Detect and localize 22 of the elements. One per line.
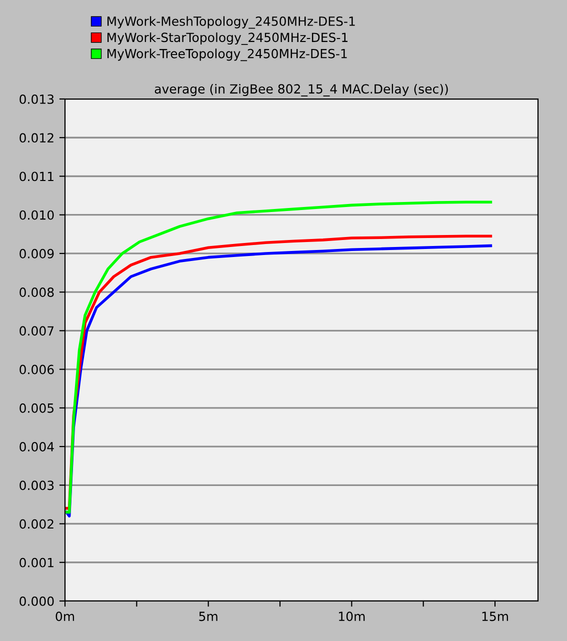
y-tick-label: 0.000 bbox=[20, 596, 54, 606]
y-tick-label: 0.009 bbox=[20, 248, 54, 258]
y-tick-label: 0.003 bbox=[20, 480, 54, 490]
x-tick-label: 15m bbox=[482, 612, 508, 622]
legend-label: MyWork-MeshTopology_2450MHz-DES-1 bbox=[107, 16, 355, 29]
y-tick-label: 0.001 bbox=[20, 558, 54, 568]
y-tick-label: 0.013 bbox=[20, 94, 54, 104]
x-tick-label: 0m bbox=[56, 612, 74, 622]
y-tick-label: 0.004 bbox=[20, 442, 54, 452]
y-tick-label: 0.002 bbox=[20, 519, 54, 529]
y-tick-label: 0.006 bbox=[20, 364, 54, 374]
y-tick-label: 0.008 bbox=[20, 288, 54, 298]
y-tick-label: 0.011 bbox=[20, 172, 54, 182]
y-tick-label: 0.005 bbox=[20, 403, 54, 413]
y-tick-label: 0.010 bbox=[20, 210, 54, 220]
x-tick-label: 10m bbox=[339, 612, 365, 622]
x-tick-label: 5m bbox=[199, 612, 218, 622]
y-tick-label: 0.012 bbox=[20, 133, 54, 143]
y-tick-label: 0.007 bbox=[20, 326, 54, 336]
legend-label: MyWork-TreeTopology_2450MHz-DES-1 bbox=[107, 48, 347, 62]
chart-title: average (in ZigBee 802_15_4 MAC.Delay (sec)) bbox=[154, 84, 448, 96]
legend-label: MyWork-StarTopology_2450MHz-DES-1 bbox=[107, 32, 348, 45]
